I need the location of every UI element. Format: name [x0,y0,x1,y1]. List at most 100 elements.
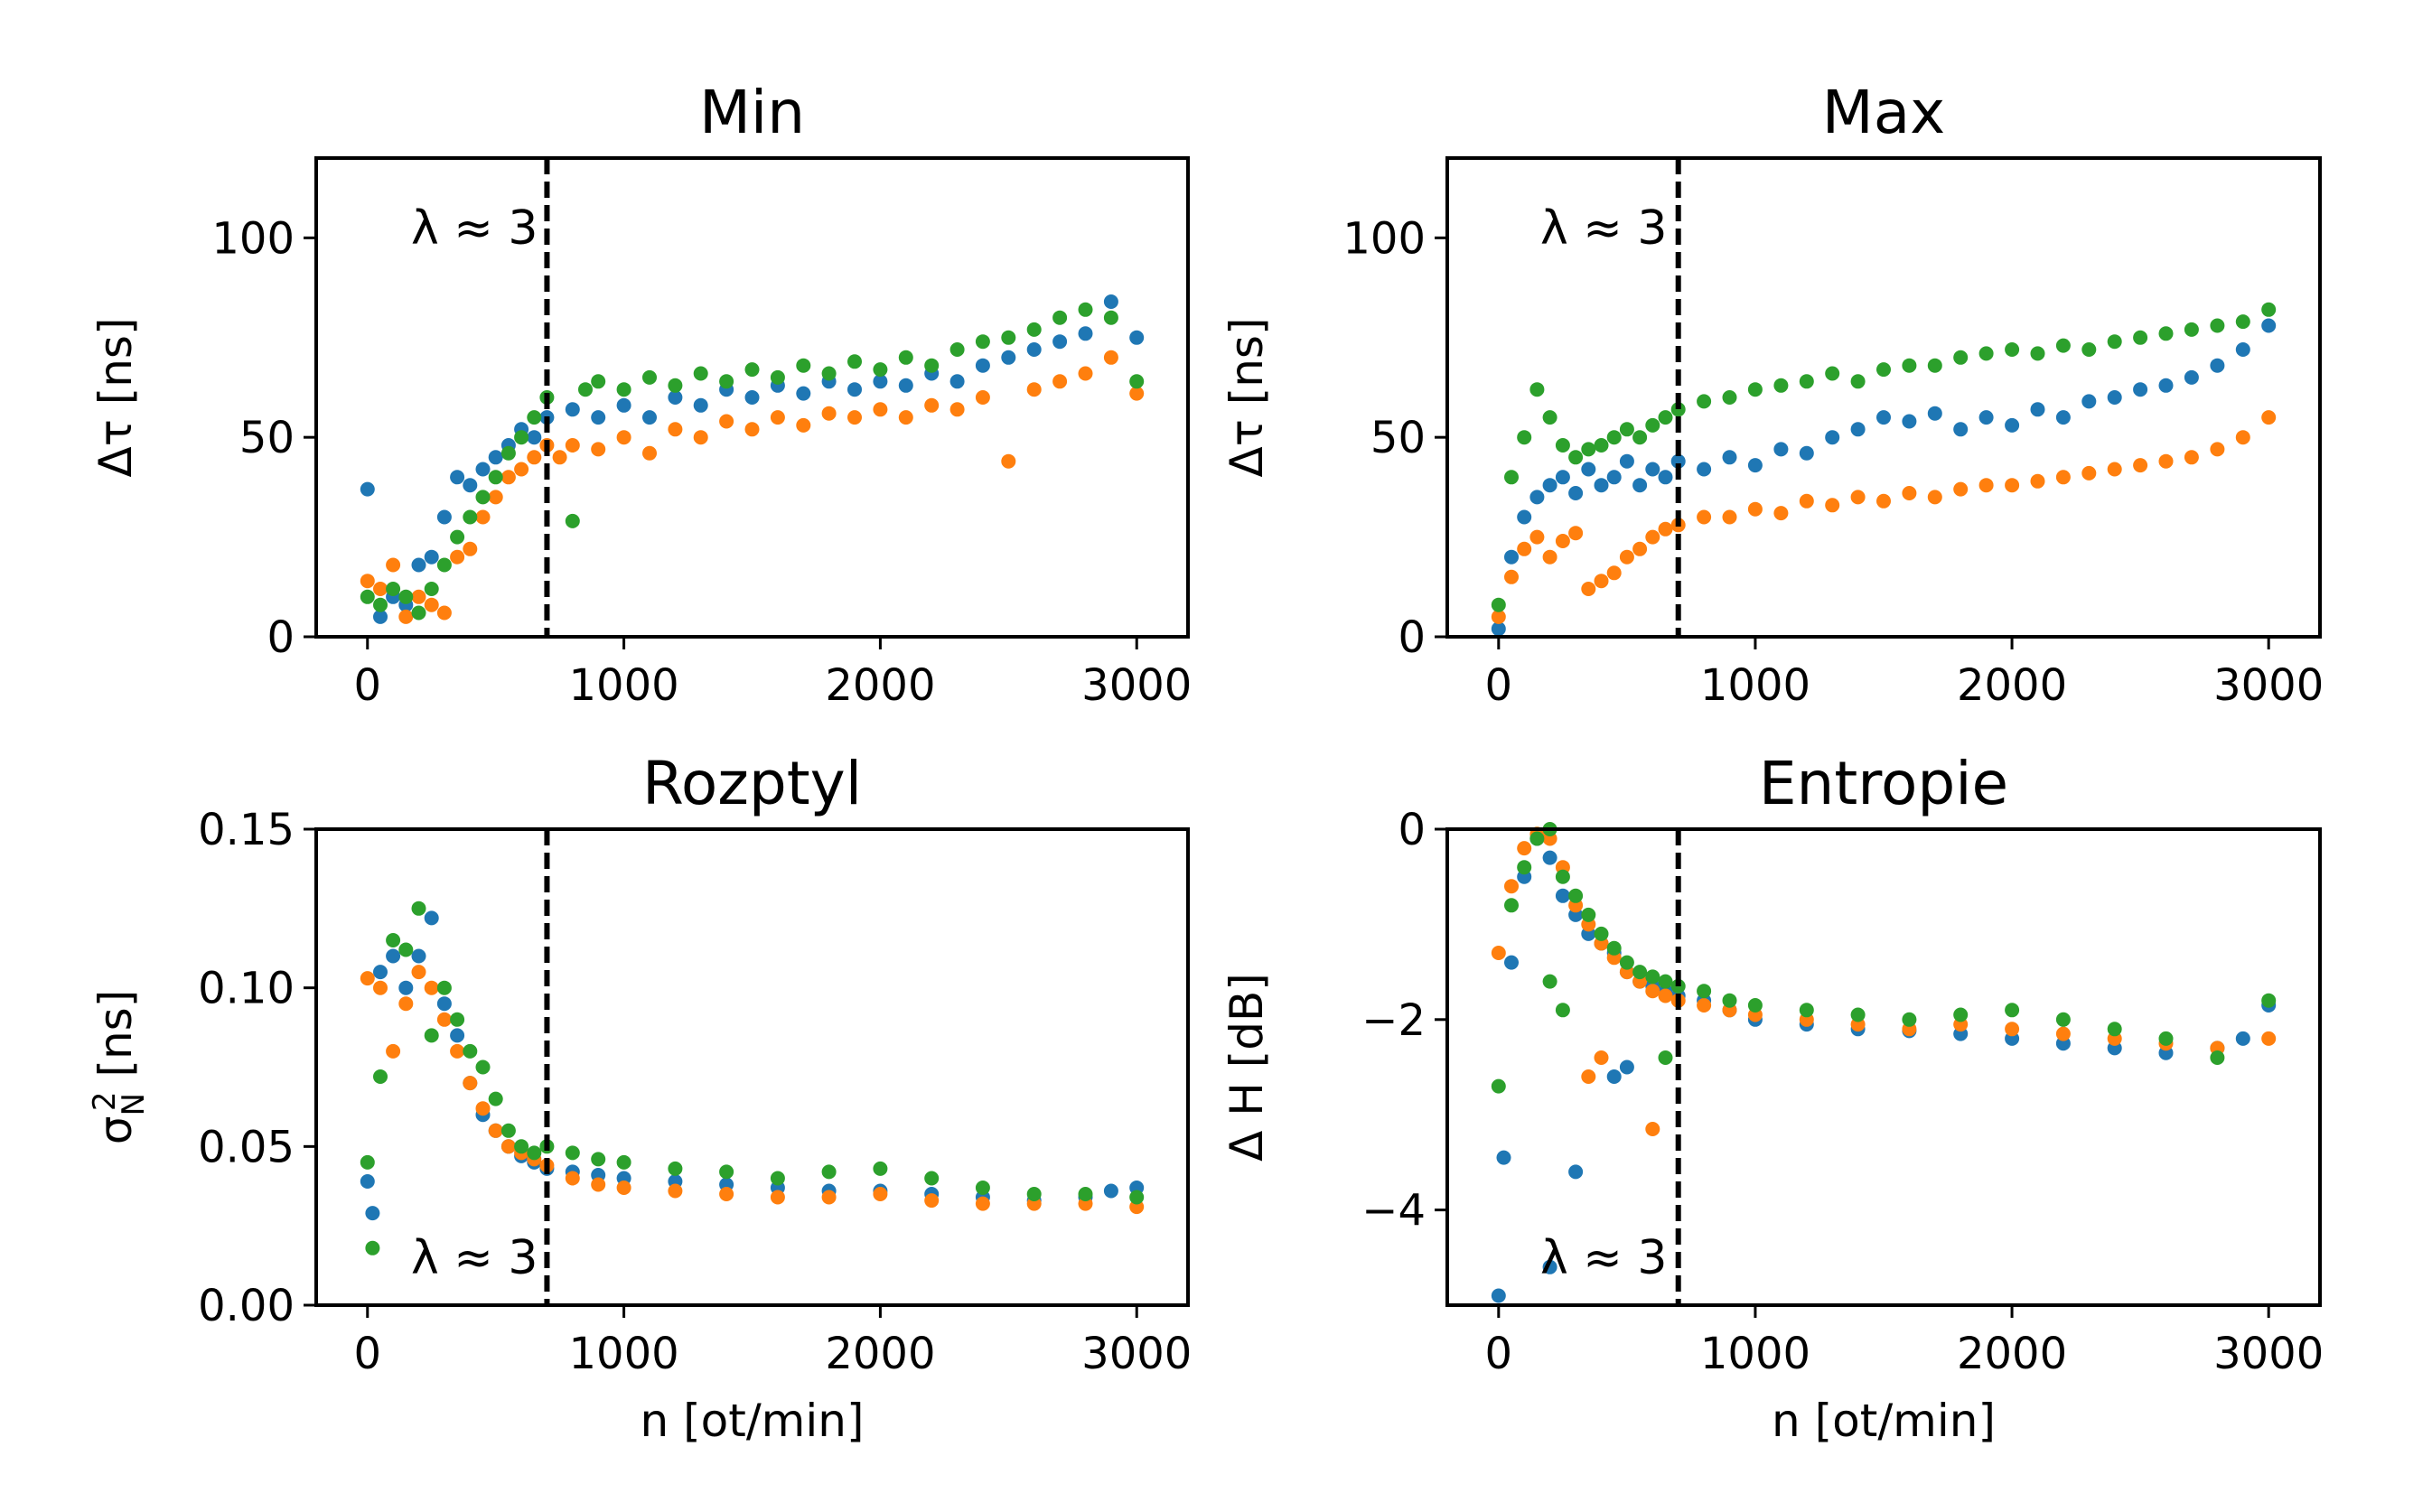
y-tick-label: 100 [1342,213,1426,264]
data-point-series-1 [744,390,760,405]
data-point-series-2 [488,1123,503,1138]
x-tick-label: 3000 [2213,660,2324,711]
data-point-series-3 [1697,394,1712,409]
y-tick-label: 0.00 [198,1281,295,1331]
data-point-series-1 [373,609,388,624]
x-tick-label: 3000 [1081,1329,1192,1379]
data-point-series-1 [591,410,606,425]
data-point-series-1 [2184,369,2199,385]
data-point-series-3 [450,529,465,545]
data-point-series-3 [2030,346,2045,361]
data-point-series-1 [898,378,913,393]
data-point-series-2 [463,541,478,556]
panel-title: Min [699,78,805,147]
data-point-series-3 [1491,1078,1506,1094]
data-point-series-2 [1568,526,1584,541]
data-point-series-1 [847,382,862,397]
y-tick-label: 0 [1398,805,1426,855]
data-point-series-2 [2081,465,2097,481]
data-point-series-3 [616,382,631,397]
data-point-series-3 [668,378,683,393]
data-point-series-2 [924,397,940,413]
panel-4: Entropie λ ≈ 3 0 1000 2000 3000 −4 −2 0 n [ot/min… [1221,749,2324,1447]
data-point-series-3 [1978,346,1994,361]
data-point-series-3 [1825,366,1840,381]
data-point-series-1 [527,430,542,445]
data-point-series-2 [565,438,580,453]
data-point-series-3 [1594,438,1609,453]
data-point-series-2 [719,414,734,429]
data-point-series-3 [1052,310,1068,325]
data-point-series-3 [1850,1007,1866,1022]
data-point-series-2 [847,410,862,425]
lambda-annotation: λ ≈ 3 [1540,201,1668,256]
y-tick-label: 50 [1370,413,1426,463]
data-point-series-2 [1619,549,1634,565]
data-point-series-3 [873,1161,888,1176]
data-point-series-1 [1542,1259,1557,1274]
data-point-series-3 [873,362,888,378]
data-point-series-2 [2261,1031,2277,1046]
data-point-series-3 [1632,965,1648,980]
data-point-series-1 [1542,850,1557,865]
data-point-series-1 [1722,450,1737,465]
y-axis-label-subscript: N [116,1093,152,1115]
x-tick-label: 1000 [1700,1329,1810,1379]
data-point-series-2 [2261,410,2277,425]
data-point-series-3 [424,1028,439,1043]
data-point-series-2 [1799,493,1814,509]
data-point-series-2 [1103,350,1118,365]
y-tick-label: −2 [1361,995,1426,1046]
x-tick-label: 3000 [1081,660,1192,711]
data-point-series-3 [1078,1187,1093,1201]
data-point-series-1 [949,374,965,389]
data-point-series-2 [360,574,375,589]
data-point-series-3 [1129,1190,1145,1205]
data-point-series-3 [744,362,760,378]
x-tick-label: 0 [1485,1329,1513,1379]
data-point-series-2 [1632,541,1648,556]
data-point-series-1 [1799,445,1814,461]
data-point-series-2 [898,410,913,425]
data-point-series-3 [1658,1050,1673,1065]
data-point-series-1 [1504,955,1519,970]
data-point-series-2 [821,1190,837,1205]
data-point-series-1 [360,1174,375,1189]
panel-1: Min λ ≈ 3 0 1000 2000 3000 0 50 100 Δτ [ns] [89,78,1192,711]
data-point-series-1 [373,965,388,980]
data-point-series-1 [436,996,452,1012]
data-point-series-2 [1927,490,1942,505]
data-point-series-1 [2235,1031,2250,1046]
data-point-series-2 [770,410,785,425]
data-point-series-3 [1542,410,1557,425]
data-point-series-3 [796,358,811,373]
data-point-series-3 [365,1240,380,1255]
x-tick-label: 1000 [569,660,679,711]
data-point-series-1 [873,374,888,389]
data-point-series-3 [436,557,452,573]
data-point-series-3 [1658,974,1673,989]
data-point-series-2 [2235,430,2250,445]
data-point-series-2 [642,445,657,461]
data-point-series-1 [1001,350,1016,365]
data-point-series-2 [770,1190,785,1205]
data-point-series-3 [1799,1003,1814,1018]
data-point-series-3 [1619,955,1634,970]
data-point-series-1 [398,980,414,995]
data-point-series-3 [398,589,414,604]
data-point-series-3 [591,1152,606,1167]
data-point-series-1 [1026,342,1042,357]
data-point-series-1 [1052,334,1068,350]
axes-frame [314,156,1190,639]
data-point-series-1 [365,1206,380,1221]
data-point-series-3 [500,1123,516,1138]
data-point-series-3 [1953,1007,1969,1022]
data-point-series-2 [1697,509,1712,525]
data-point-series-1 [1632,478,1648,493]
y-tick-label: 100 [211,213,295,264]
data-point-series-1 [1902,414,1917,429]
data-point-series-2 [744,422,760,437]
data-point-series-2 [436,1012,452,1027]
data-point-series-2 [1902,486,1917,500]
